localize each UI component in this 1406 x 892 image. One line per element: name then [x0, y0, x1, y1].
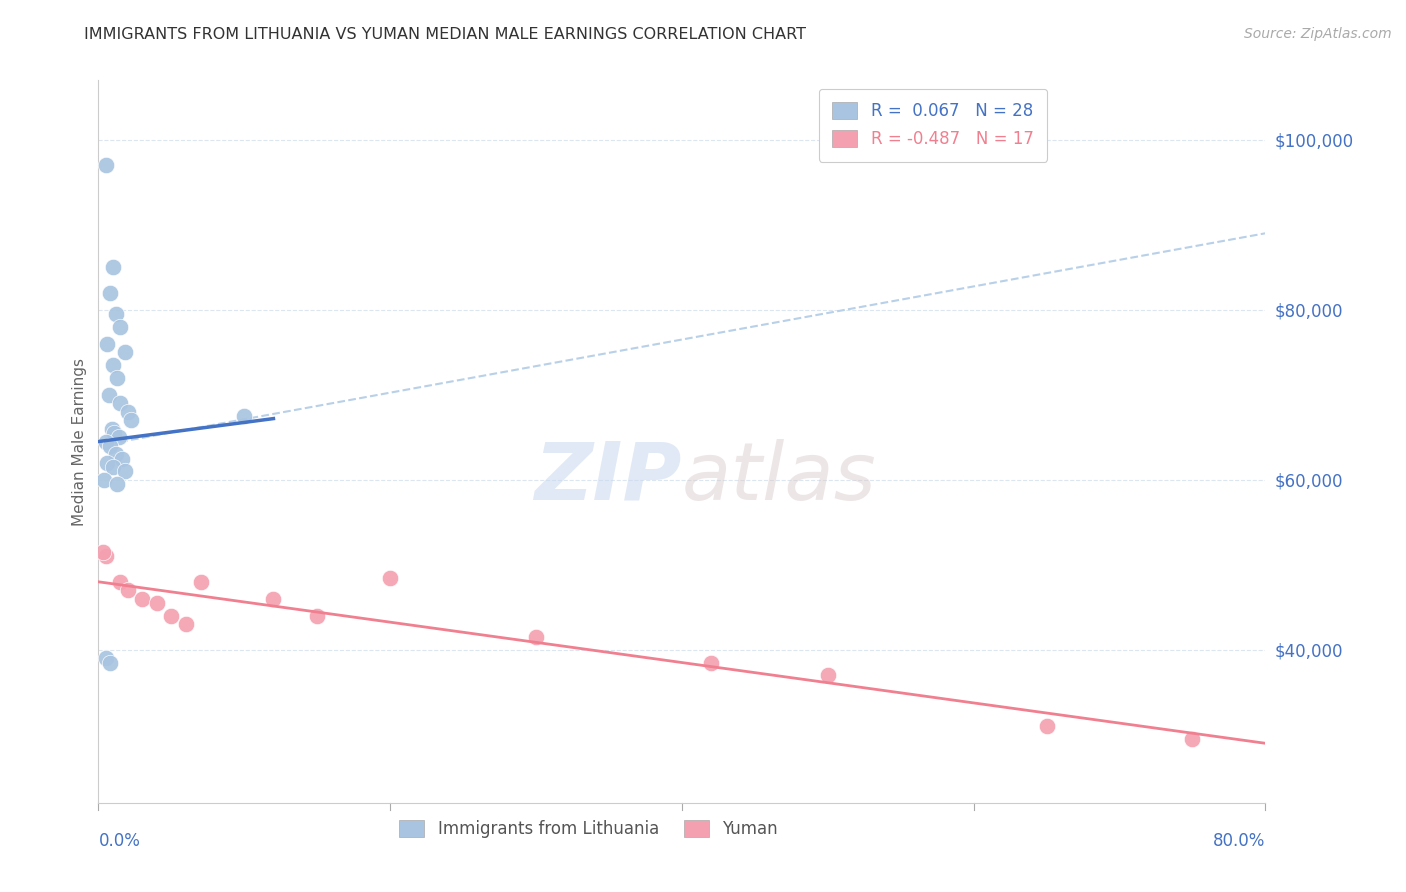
- Legend: Immigrants from Lithuania, Yuman: Immigrants from Lithuania, Yuman: [392, 814, 785, 845]
- Point: [114, 464, 136, 478]
- Point: [524, 630, 547, 644]
- Text: atlas: atlas: [682, 439, 877, 516]
- Point: [117, 405, 139, 419]
- Point: [104, 307, 127, 321]
- Point: [110, 396, 132, 410]
- Text: ZIP: ZIP: [534, 439, 682, 516]
- Point: [263, 591, 285, 606]
- Point: [101, 358, 124, 372]
- Point: [98, 656, 121, 670]
- Point: [117, 583, 139, 598]
- Point: [110, 319, 132, 334]
- Point: [94, 651, 117, 665]
- Point: [105, 371, 128, 385]
- Point: [97, 388, 120, 402]
- Point: [94, 434, 117, 449]
- Point: [93, 473, 115, 487]
- Point: [233, 409, 256, 423]
- Point: [114, 345, 136, 359]
- Point: [96, 456, 118, 470]
- Text: Source: ZipAtlas.com: Source: ZipAtlas.com: [1244, 27, 1392, 41]
- Point: [120, 413, 142, 427]
- Point: [160, 608, 183, 623]
- Point: [380, 570, 402, 584]
- Point: [94, 158, 117, 172]
- Point: [131, 591, 153, 606]
- Point: [101, 460, 124, 475]
- Point: [96, 336, 118, 351]
- Point: [103, 425, 125, 440]
- Point: [100, 422, 122, 436]
- Point: [1181, 732, 1204, 747]
- Point: [104, 447, 127, 461]
- Point: [174, 617, 197, 632]
- Point: [101, 260, 124, 275]
- Point: [98, 285, 121, 300]
- Text: 80.0%: 80.0%: [1213, 831, 1265, 850]
- Point: [108, 430, 131, 444]
- Point: [111, 451, 134, 466]
- Point: [1035, 719, 1057, 733]
- Point: [700, 656, 723, 670]
- Point: [146, 596, 169, 610]
- Point: [190, 574, 212, 589]
- Point: [105, 477, 128, 491]
- Point: [98, 439, 121, 453]
- Point: [91, 545, 114, 559]
- Point: [817, 668, 839, 682]
- Point: [110, 574, 132, 589]
- Y-axis label: Median Male Earnings: Median Male Earnings: [72, 358, 87, 525]
- Point: [94, 549, 117, 564]
- Point: [307, 608, 329, 623]
- Text: IMMIGRANTS FROM LITHUANIA VS YUMAN MEDIAN MALE EARNINGS CORRELATION CHART: IMMIGRANTS FROM LITHUANIA VS YUMAN MEDIA…: [84, 27, 807, 42]
- Text: 0.0%: 0.0%: [98, 831, 141, 850]
